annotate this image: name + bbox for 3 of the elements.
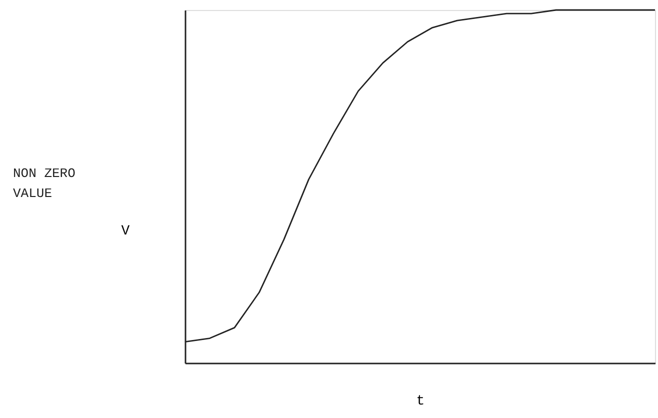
y-axis-title: V (121, 224, 130, 240)
text: NON ZERO VALUE (13, 166, 76, 201)
x-axis-title: t (416, 394, 425, 410)
